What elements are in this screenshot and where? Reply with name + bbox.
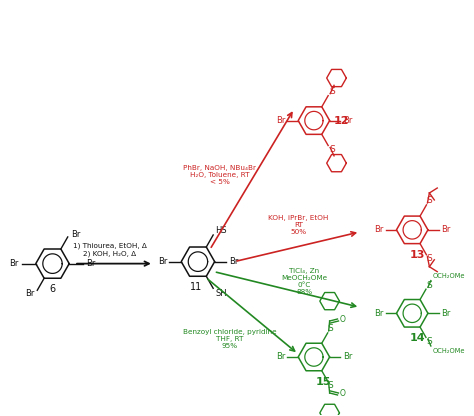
Text: PhBr, NaOH, NBu₄Br
H₂O, Toluene, RT
< 5%: PhBr, NaOH, NBu₄Br H₂O, Toluene, RT < 5%	[183, 165, 256, 185]
Text: 6: 6	[49, 285, 55, 295]
Text: Br: Br	[374, 309, 383, 318]
Text: O: O	[339, 315, 346, 324]
Text: S: S	[427, 254, 432, 263]
Text: SH: SH	[215, 289, 227, 298]
Text: 1) Thiourea, EtOH, Δ
2) KOH, H₂O, Δ: 1) Thiourea, EtOH, Δ 2) KOH, H₂O, Δ	[73, 243, 146, 257]
Text: OCH₂OMe: OCH₂OMe	[433, 272, 465, 279]
Text: Benzoyl chloride, pyridine
THF, RT
95%: Benzoyl chloride, pyridine THF, RT 95%	[182, 329, 276, 349]
Text: Br: Br	[86, 259, 96, 268]
Text: S: S	[328, 324, 334, 334]
Text: Br: Br	[276, 352, 285, 362]
Text: 14: 14	[410, 333, 425, 343]
Text: S: S	[426, 281, 432, 290]
Text: Br: Br	[374, 225, 383, 234]
Text: Br: Br	[441, 309, 450, 318]
Text: Br: Br	[441, 225, 450, 234]
Text: Br: Br	[276, 116, 285, 125]
Text: 11: 11	[190, 282, 202, 292]
Text: Br: Br	[71, 230, 80, 240]
Text: S: S	[329, 87, 335, 96]
Text: HS: HS	[215, 225, 227, 235]
Text: KOH, iPrBr, EtOH
RT
50%: KOH, iPrBr, EtOH RT 50%	[268, 215, 328, 235]
Text: Br: Br	[343, 352, 352, 362]
Text: S: S	[427, 196, 432, 206]
Text: Br: Br	[158, 257, 167, 266]
Text: OCH₂OMe: OCH₂OMe	[433, 348, 465, 354]
Text: 15: 15	[316, 377, 331, 387]
Text: TiCl₄, Zn
MeOCH₂OMe
0°C
88%: TiCl₄, Zn MeOCH₂OMe 0°C 88%	[281, 268, 327, 295]
Text: Br: Br	[228, 257, 238, 266]
Text: S: S	[329, 145, 335, 154]
Text: 12: 12	[334, 116, 349, 126]
Text: O: O	[339, 389, 346, 399]
Text: 13: 13	[410, 250, 425, 260]
Text: S: S	[426, 337, 432, 346]
Text: Br: Br	[25, 289, 34, 298]
Text: Br: Br	[343, 116, 352, 125]
Text: S: S	[328, 381, 334, 389]
Text: Br: Br	[9, 259, 19, 268]
